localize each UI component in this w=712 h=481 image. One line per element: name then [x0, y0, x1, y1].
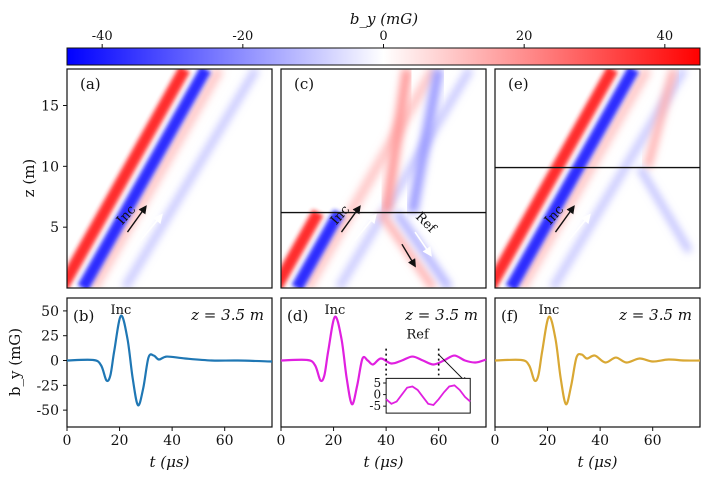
heatmap-panels — [67, 69, 700, 288]
incident-red-band — [281, 209, 324, 288]
transmitted-band — [407, 69, 444, 214]
ytick-label: 0 — [50, 354, 59, 370]
incident-red-band — [67, 69, 190, 288]
panel-label: (f) — [501, 307, 518, 325]
line-panel-frame — [494, 297, 701, 428]
ytick-label: 50 — [41, 304, 59, 320]
xtick-label: 0 — [277, 433, 286, 449]
xtick-label: 0 — [63, 433, 72, 449]
position-label: z = 3.5 m — [618, 306, 692, 324]
transmitted-band — [643, 69, 678, 169]
inset-ytick-label: -5 — [369, 399, 381, 413]
fringe-band — [516, 69, 652, 288]
inc-annotation: Inc — [110, 303, 131, 318]
xtick-label: 20 — [325, 433, 343, 449]
inset-arrow — [438, 354, 468, 384]
fringe-band — [121, 69, 260, 288]
reflected-band — [377, 210, 437, 288]
heatmap-frame — [280, 68, 487, 289]
fringe-band — [335, 69, 474, 288]
colorbar: b_y (mG) -40 -20 0 20 40 — [66, 10, 701, 66]
inc-arrow-white — [139, 213, 163, 242]
series-line — [494, 315, 701, 406]
ref-annotation: Ref — [407, 328, 430, 343]
ytick-label: 15 — [41, 99, 59, 115]
fringe-band — [88, 69, 224, 288]
xtick-label: 60 — [644, 433, 662, 449]
ref-arrow-white — [414, 231, 432, 257]
incident-blue-band — [291, 209, 345, 288]
position-label: z = 3.5 m — [190, 306, 264, 324]
inc-arrow-black — [340, 205, 361, 233]
panel-label: (e) — [508, 75, 529, 93]
fringe-band — [302, 69, 438, 288]
heatmap-frame — [494, 68, 701, 289]
xtick-label: 60 — [430, 433, 448, 449]
transmitted-band — [381, 69, 413, 214]
colorbar-tick-label: 40 — [657, 29, 674, 44]
panel-label: (c) — [294, 75, 314, 93]
inc-annotation: Inc — [324, 303, 345, 318]
inc-arrow-white — [353, 213, 377, 242]
series-line — [66, 314, 273, 407]
inset-frame — [385, 377, 471, 414]
incident-red-band — [495, 69, 618, 288]
xtick-label: 60 — [216, 433, 234, 449]
xtick-label: 40 — [591, 433, 609, 449]
heatmap-a-field — [67, 69, 272, 288]
inset-ytick-label: 0 — [373, 388, 381, 402]
inc-annotation: Inc — [538, 303, 559, 318]
panel-label: (d) — [287, 307, 308, 325]
reflected-band — [636, 165, 693, 254]
colorbar-tick-label: 0 — [379, 29, 387, 44]
heatmap-c-field — [281, 69, 486, 288]
heatmap-ylabel: z (m) — [20, 159, 38, 198]
colorbar-tick-label: -40 — [92, 29, 113, 44]
xtick-label: 40 — [377, 433, 395, 449]
colorbar-ticks: -40 -20 0 20 40 — [92, 29, 673, 48]
xlabel: t (μs) — [150, 453, 190, 471]
line-ylabel: b_y (mG) — [6, 328, 24, 396]
xlabel: t (μs) — [578, 453, 618, 471]
inset-ytick-label: 5 — [373, 376, 381, 390]
ytick-label: 5 — [50, 220, 59, 236]
position-label: z = 3.5 m — [404, 306, 478, 324]
inc-arrow-white — [567, 213, 591, 242]
line-panel-frame — [66, 297, 273, 428]
xtick-label: 20 — [111, 433, 129, 449]
colorbar-tick-label: -20 — [232, 29, 253, 44]
ytick-label: -50 — [36, 403, 59, 419]
xlabel: t (μs) — [364, 453, 404, 471]
colorbar-gradient — [66, 47, 701, 66]
ytick-label: 25 — [41, 329, 59, 345]
heatmap-frame — [66, 68, 273, 289]
colorbar-label: b_y (mG) — [350, 10, 418, 28]
panel-label: (a) — [80, 75, 101, 93]
ytick-label: 10 — [41, 159, 59, 175]
xtick-label: 0 — [491, 433, 500, 449]
incident-blue-band — [77, 69, 212, 288]
incident-blue-band — [505, 69, 640, 288]
ytick-label: -25 — [36, 378, 59, 394]
colorbar-tick-label: 20 — [516, 29, 533, 44]
ref-arrow-black — [401, 243, 416, 268]
heatmap-e-field — [495, 69, 700, 288]
inc-arrow-black — [126, 205, 147, 233]
panel-label: (b) — [73, 307, 94, 325]
inset-series-line — [385, 384, 471, 406]
xtick-label: 40 — [163, 433, 181, 449]
xtick-label: 20 — [539, 433, 557, 449]
inc-arrow-black — [554, 205, 575, 233]
